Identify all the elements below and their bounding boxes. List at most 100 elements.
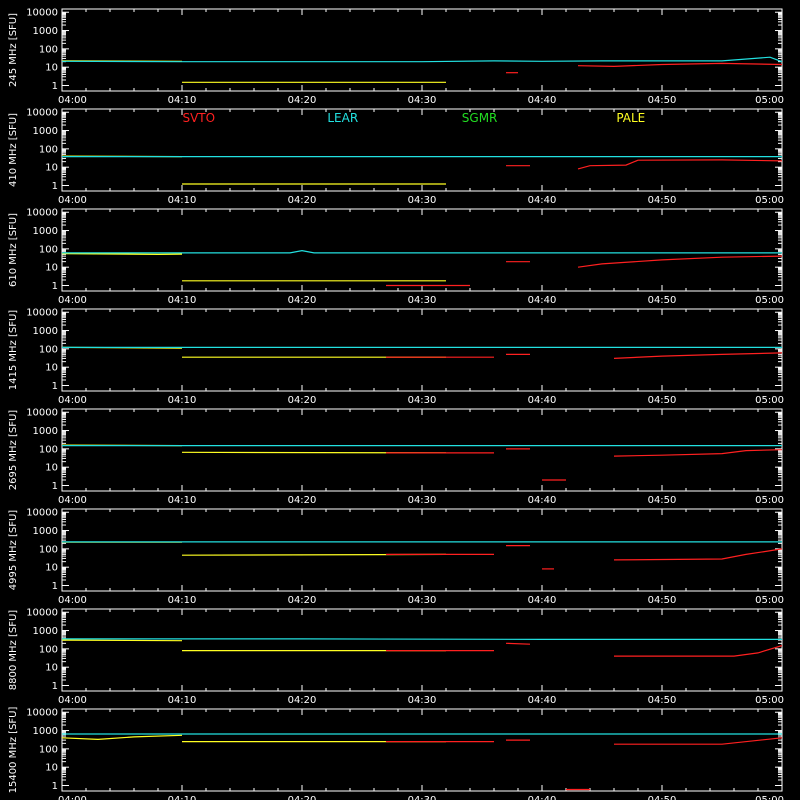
- x-tick-label: 04:20: [288, 395, 317, 406]
- x-tick-label: 04:20: [288, 195, 317, 206]
- x-tick-label: 04:00: [58, 595, 87, 606]
- y-tick-label: 1000: [33, 126, 58, 137]
- legend-entry-sgmr: SGMR: [462, 111, 498, 125]
- x-tick-label: 05:00: [755, 195, 784, 206]
- series-line-svto: [613, 449, 782, 457]
- series-line-lear: [62, 249, 782, 254]
- series-group: [62, 733, 782, 791]
- series-line-svto: [577, 62, 782, 68]
- y-axis-label: 1415 MHz [SFU]: [8, 310, 19, 391]
- series-group: [62, 56, 782, 83]
- series-line-svto: [613, 352, 782, 359]
- x-tick-label: 04:10: [168, 95, 197, 106]
- y-tick-label: 1: [52, 481, 58, 492]
- x-tick-label: 05:00: [755, 695, 784, 706]
- x-tick-label: 05:00: [755, 795, 784, 800]
- x-tick-label: 04:40: [528, 695, 557, 706]
- panel-8: 1 10 100 1000 10000 04:00 04:10 04:20 04:30 04:40…: [8, 707, 784, 800]
- series-line-svto: [614, 645, 782, 657]
- y-axis-label: 8800 MHz [SFU]: [8, 610, 19, 691]
- y-tick-label: 1: [52, 181, 58, 192]
- y-tick-label: 100: [39, 344, 58, 355]
- x-tick-label: 05:00: [755, 95, 784, 106]
- panel-6: 1 10 100 1000 10000 04:00 04:10 04:20 04:30 04:40…: [8, 508, 784, 606]
- x-tick-label: 04:20: [288, 295, 317, 306]
- x-tick-label: 04:50: [648, 495, 677, 506]
- x-tick-label: 04:10: [168, 695, 197, 706]
- y-tick-label: 100: [39, 244, 58, 255]
- y-tick-label: 100: [39, 444, 58, 455]
- y-tick-label: 100: [39, 744, 58, 755]
- y-tick-label: 100: [39, 644, 58, 655]
- legend-entry-svto: SVTO: [182, 111, 215, 125]
- y-tick-label: 10: [45, 363, 58, 374]
- series-group: [62, 638, 782, 657]
- x-tick-label: 04:00: [58, 295, 87, 306]
- x-tick-label: 04:30: [408, 495, 437, 506]
- x-tick-label: 04:20: [288, 595, 317, 606]
- y-tick-label: 10: [45, 663, 58, 674]
- x-tick-label: 04:00: [58, 95, 87, 106]
- y-tick-label: 10: [45, 463, 58, 474]
- series-group: [62, 541, 782, 570]
- x-tick-label: 04:00: [58, 395, 87, 406]
- legend-entry-lear: LEAR: [327, 111, 358, 125]
- x-tick-label: 04:30: [408, 195, 437, 206]
- x-tick-label: 04:20: [288, 795, 317, 800]
- x-tick-label: 05:00: [755, 495, 784, 506]
- y-tick-label: 1000: [33, 326, 58, 337]
- x-tick-label: 04:50: [648, 795, 677, 800]
- x-tick-label: 04:10: [168, 195, 197, 206]
- x-tick-label: 04:40: [528, 795, 557, 800]
- series-line-svto: [577, 159, 782, 170]
- series-line-pale: [62, 734, 183, 741]
- x-tick-label: 04:10: [168, 395, 197, 406]
- x-tick-label: 04:00: [58, 495, 87, 506]
- y-tick-label: 10000: [26, 308, 58, 319]
- series-line-svto: [577, 255, 782, 268]
- y-axis-label: 610 MHz [SFU]: [8, 213, 19, 287]
- x-tick-label: 04:20: [288, 495, 317, 506]
- x-tick-label: 04:50: [648, 395, 677, 406]
- series-group: [62, 346, 782, 359]
- x-tick-label: 05:00: [755, 395, 784, 406]
- x-tick-label: 04:50: [648, 95, 677, 106]
- panel-1: 1 10 100 1000 10000 04:00 04:10 04:20 04:30 04:40…: [8, 8, 784, 106]
- y-axis-label: 410 MHz [SFU]: [8, 113, 19, 187]
- x-tick-label: 04:40: [528, 195, 557, 206]
- x-tick-label: 04:40: [528, 295, 557, 306]
- x-tick-label: 04:00: [58, 195, 87, 206]
- series-line-svto: [613, 548, 782, 561]
- x-tick-label: 04:20: [288, 695, 317, 706]
- panel-3: 1 10 100 1000 10000 04:00 04:10 04:20 04:30 04:40…: [8, 208, 784, 306]
- y-tick-label: 1: [52, 581, 58, 592]
- series-line-pale: [62, 253, 183, 256]
- x-tick-label: 04:20: [288, 95, 317, 106]
- y-tick-label: 1000: [33, 626, 58, 637]
- x-tick-label: 04:40: [528, 495, 557, 506]
- x-tick-label: 05:00: [755, 295, 784, 306]
- chart-legend: SVTO LEAR SGMR PALE: [182, 111, 645, 125]
- y-tick-label: 100: [39, 44, 58, 55]
- y-tick-label: 1000: [33, 726, 58, 737]
- x-tick-label: 04:30: [408, 395, 437, 406]
- panel-2: 1 10 100 1000 10000 04:00 04:10 04:20 04:30 04:40…: [8, 108, 784, 206]
- x-tick-label: 05:00: [755, 595, 784, 606]
- x-tick-label: 04:30: [408, 95, 437, 106]
- x-tick-label: 04:10: [168, 595, 197, 606]
- y-tick-label: 1: [52, 781, 58, 792]
- panel-7: 1 10 100 1000 10000 04:00 04:10 04:20 04:30 04:40…: [8, 608, 784, 706]
- x-tick-label: 04:50: [648, 195, 677, 206]
- x-tick-label: 04:50: [648, 695, 677, 706]
- series-group: [62, 444, 782, 481]
- y-tick-label: 100: [39, 144, 58, 155]
- series-line-lear: [62, 56, 782, 63]
- x-tick-label: 04:40: [528, 95, 557, 106]
- y-tick-label: 10000: [26, 208, 58, 219]
- panel-4: 1 10 100 1000 10000 04:00 04:10 04:20 04:30 04:40…: [8, 308, 784, 406]
- y-tick-label: 10: [45, 263, 58, 274]
- y-axis-label: 4995 MHz [SFU]: [8, 510, 19, 591]
